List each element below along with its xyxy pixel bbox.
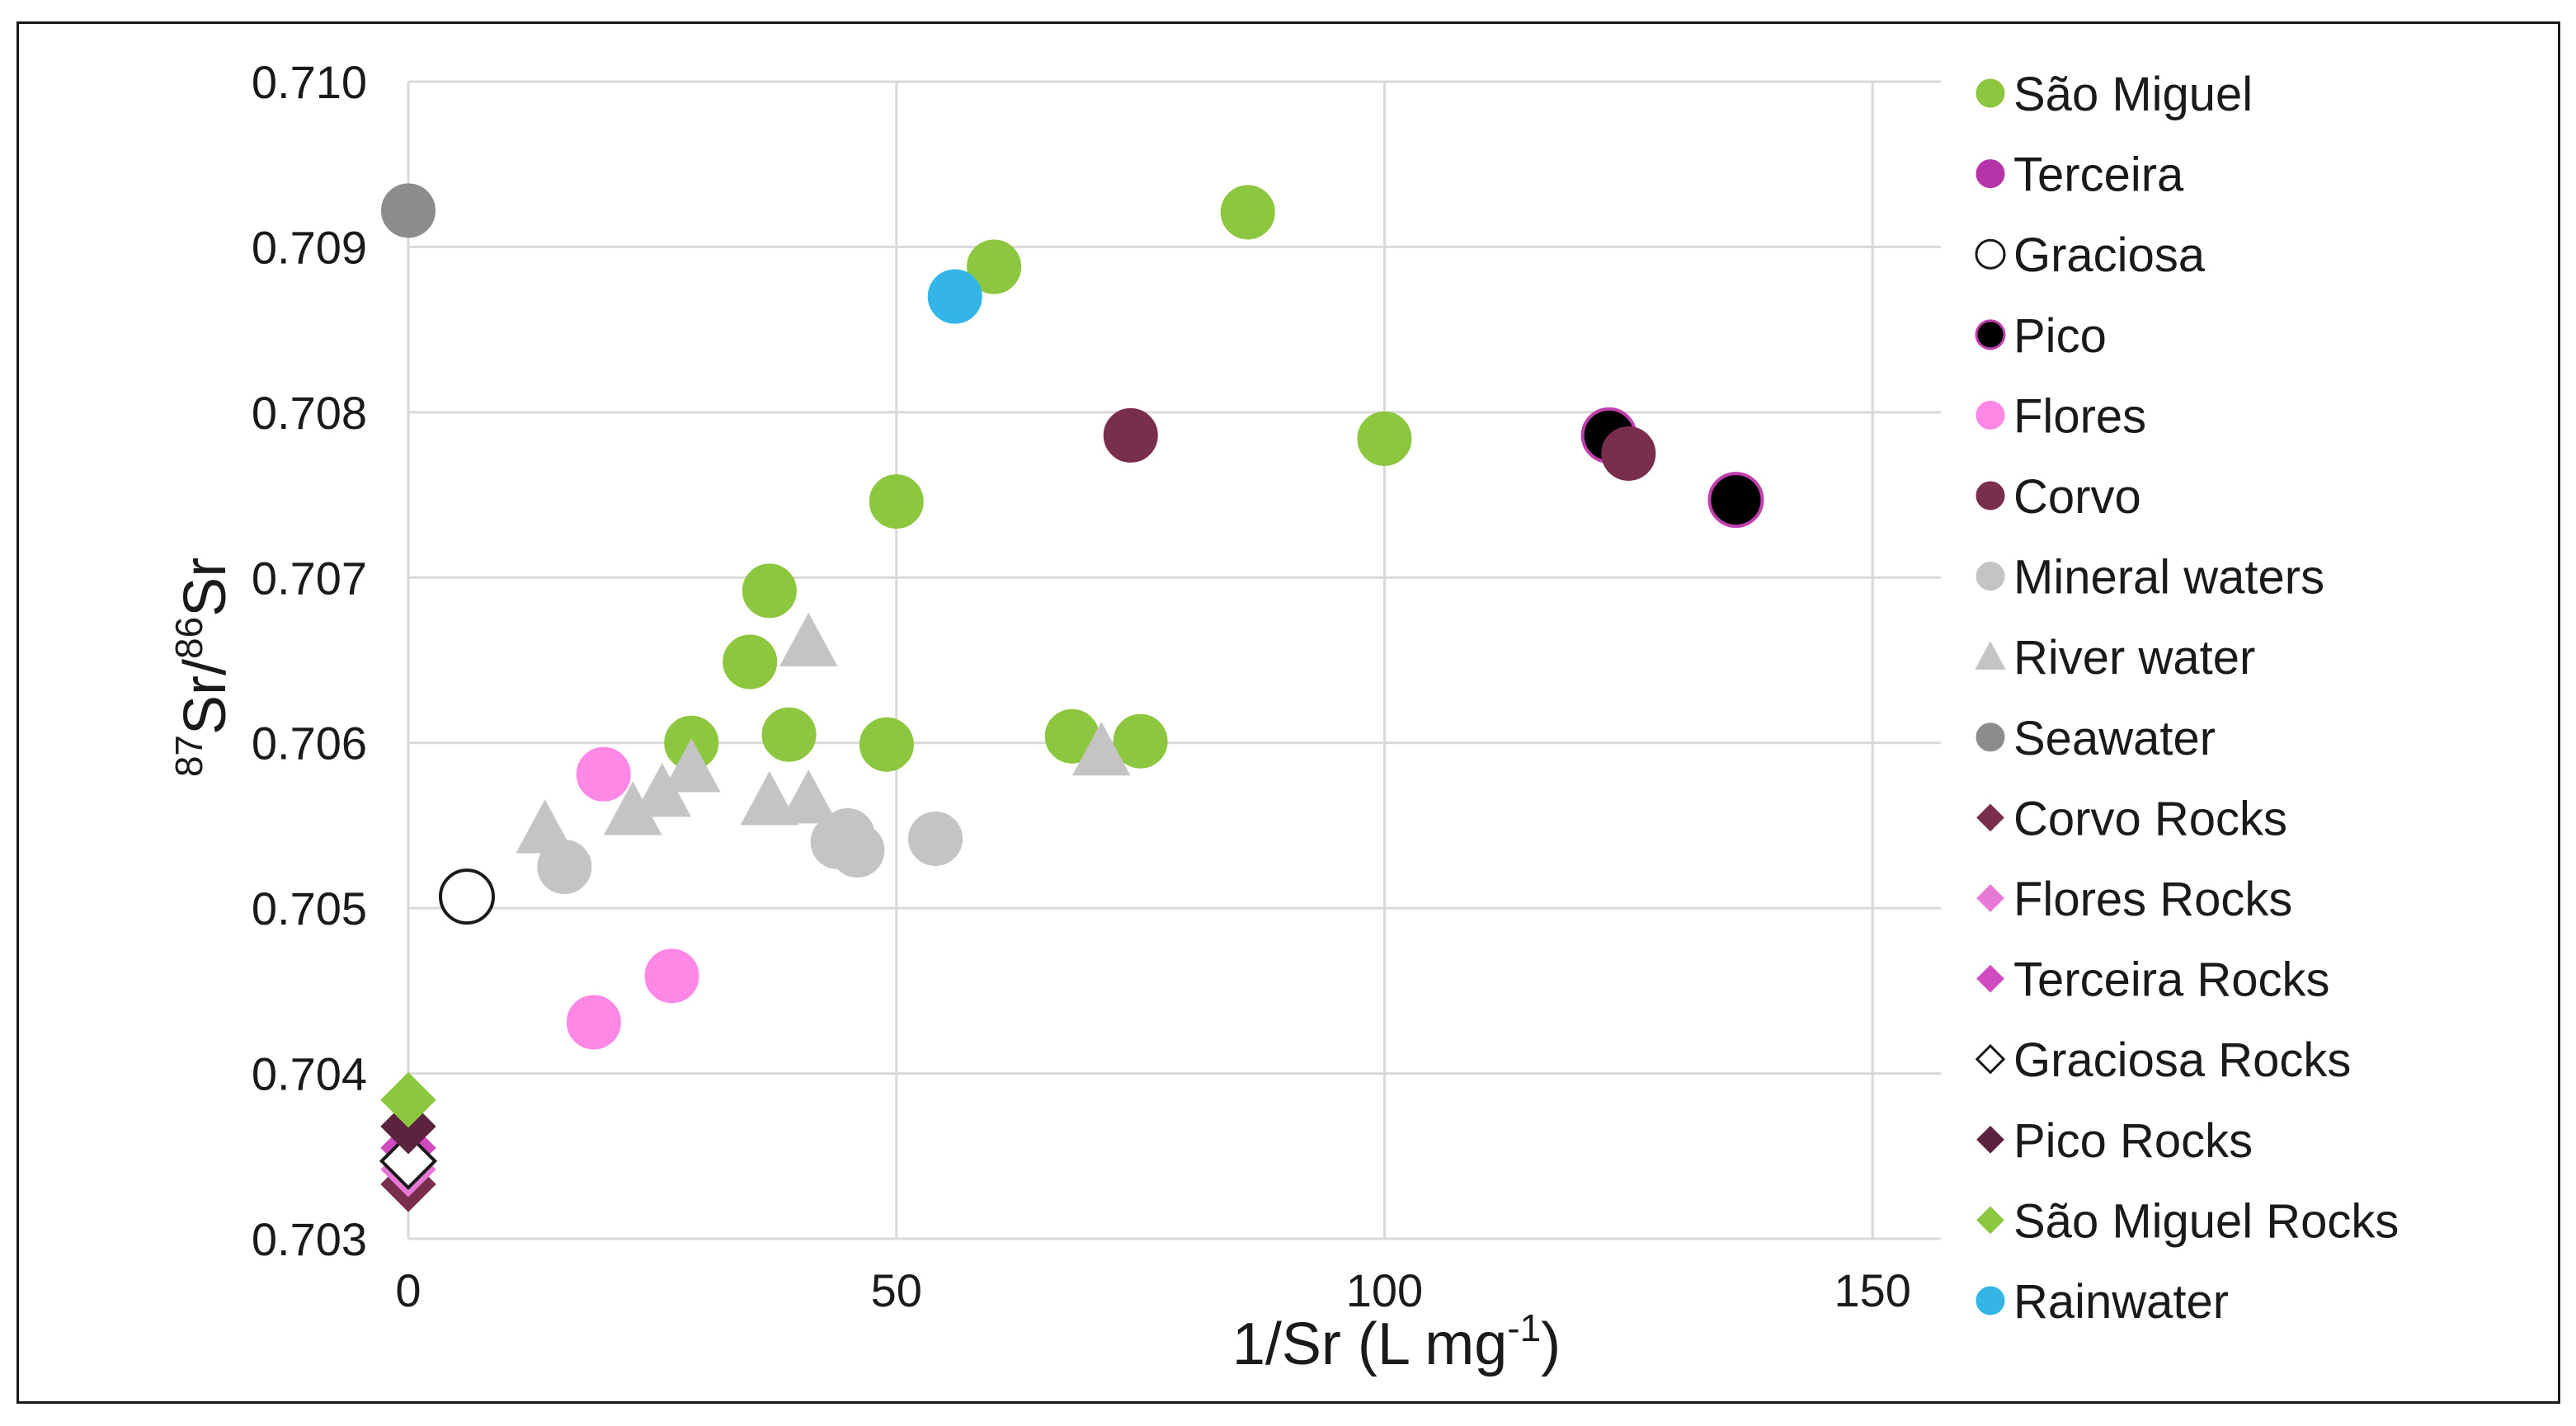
legend-item-graciosa: Graciosa (1975, 228, 2206, 282)
graciosa-rocks-point (379, 1132, 438, 1190)
legend-label: Graciosa Rocks (2013, 1033, 2351, 1087)
river-water-point (662, 738, 721, 793)
river-water-point (516, 799, 574, 854)
legend-item-river-water: River water (1975, 631, 2255, 685)
y-tick-label: 0.706 (252, 718, 367, 769)
gridlines (407, 80, 1941, 1240)
sao-miguel-point (967, 239, 1022, 294)
flores-point (576, 746, 631, 802)
legend-marker-terceira-rocks (1976, 964, 2004, 993)
legend-marker-graciosa (1975, 238, 2006, 270)
legend-label: Flores Rocks (2013, 873, 2292, 926)
legend: São Miguel Terceira Graciosa Pico Flores Corv… (1975, 68, 2399, 1329)
x-axis-ticks: 0 50 100 150 (395, 1264, 1910, 1316)
pico-point (1707, 472, 1764, 529)
sao-miguel-point (723, 634, 778, 689)
scatter-chart: 0.703 0.704 0.705 0.706 0.707 0.708 0.709 0.710… (167, 56, 2399, 1377)
seawater-point (381, 183, 436, 238)
y-tick-label: 0.707 (252, 552, 367, 604)
y-tick-label: 0.709 (252, 221, 367, 273)
chart-frame: 0.703 0.704 0.705 0.706 0.707 0.708 0.709 0.710… (16, 21, 2560, 1404)
corvo-point (1103, 407, 1158, 463)
legend-marker-flores-rocks (1976, 884, 2004, 912)
legend-item-terceira-rocks: Terceira Rocks (1976, 953, 2330, 1007)
legend-label: Pico (2013, 309, 2107, 363)
legend-label: Terceira Rocks (2013, 953, 2330, 1007)
legend-label: Rainwater (2013, 1275, 2229, 1329)
sao-miguel-point (1357, 411, 1412, 466)
river-water-point (740, 771, 799, 826)
legend-marker-river-water (1975, 641, 2006, 670)
legend-marker-corvo (1976, 481, 2005, 511)
river-water-point (779, 769, 838, 824)
legend-item-corvo-rocks: Corvo Rocks (1976, 792, 2287, 845)
legend-item-corvo: Corvo (1976, 470, 2141, 524)
legend-item-pico-rocks: Pico Rocks (1976, 1114, 2253, 1168)
river-water-point (1071, 722, 1131, 776)
x-tick-label: 50 (871, 1264, 922, 1316)
x-tick-label: 100 (1346, 1264, 1423, 1316)
graciosa-point (439, 868, 496, 925)
y-axis-title: 87Sr/86Sr (167, 558, 238, 777)
sao-miguel-rocks-point (380, 1071, 436, 1128)
legend-item-pico: Pico (1975, 309, 2107, 363)
legend-marker-graciosa-rocks (1975, 1043, 2006, 1075)
sao-miguel-point (1220, 185, 1275, 240)
legend-label: Flores (2013, 389, 2146, 443)
legend-marker-pico (1975, 319, 2006, 351)
y-axis-ticks: 0.703 0.704 0.705 0.706 0.707 0.708 0.709 0.710 (252, 56, 367, 1265)
legend-item-mineral-waters: Mineral waters (1976, 551, 2324, 605)
legend-label: Corvo Rocks (2013, 792, 2287, 845)
legend-item-seawater: Seawater (1976, 712, 2216, 765)
rainwater-point (927, 269, 982, 324)
flores-point (644, 948, 699, 1004)
legend-marker-mineral-waters (1976, 562, 2005, 591)
legend-label: São Miguel Rocks (2013, 1194, 2399, 1248)
river-water-point (779, 612, 838, 667)
legend-item-sao-miguel-rocks: São Miguel Rocks (1976, 1194, 2399, 1248)
mineral-waters-point (908, 811, 963, 866)
legend-item-rainwater: Rainwater (1976, 1275, 2229, 1329)
legend-item-terceira: Terceira (1976, 148, 2184, 202)
legend-item-flores-rocks: Flores Rocks (1976, 873, 2292, 926)
legend-label: Corvo (2013, 470, 2141, 524)
legend-marker-corvo-rocks (1976, 803, 2004, 832)
y-tick-label: 0.705 (252, 882, 367, 934)
legend-marker-sao-miguel (1976, 78, 2005, 108)
y-tick-label: 0.704 (252, 1048, 367, 1100)
legend-marker-terceira (1976, 159, 2005, 189)
legend-marker-pico-rocks (1976, 1125, 2004, 1154)
legend-label: Mineral waters (2013, 551, 2324, 605)
y-tick-label: 0.703 (252, 1213, 367, 1265)
sao-miguel-point (859, 717, 914, 772)
legend-label: São Miguel (2013, 68, 2253, 121)
legend-label: Pico Rocks (2013, 1114, 2253, 1168)
legend-marker-sao-miguel-rocks (1976, 1206, 2004, 1235)
y-tick-label: 0.710 (252, 56, 367, 108)
sao-miguel-point (869, 474, 924, 529)
legend-item-flores: Flores (1976, 389, 2146, 443)
legend-label: Seawater (2013, 712, 2216, 765)
flores-point (566, 995, 621, 1050)
legend-marker-seawater (1976, 722, 2005, 752)
x-axis-title: 1/Sr (L mg-1) (1232, 1306, 1561, 1377)
data-points (379, 183, 1764, 1212)
sao-miguel-point (1113, 713, 1168, 769)
sao-miguel-point (761, 707, 817, 762)
legend-item-sao-miguel: São Miguel (1976, 68, 2253, 121)
legend-label: River water (2013, 631, 2255, 685)
mineral-waters-point (830, 822, 885, 878)
legend-label: Terceira (2013, 148, 2184, 202)
legend-marker-rainwater (1976, 1286, 2005, 1315)
y-tick-label: 0.708 (252, 387, 367, 439)
sao-miguel-point (742, 563, 797, 619)
corvo-point (1601, 426, 1656, 481)
x-tick-label: 150 (1834, 1264, 1910, 1316)
legend-label: Graciosa (2013, 228, 2206, 282)
legend-marker-flores (1976, 400, 2005, 430)
x-tick-label: 0 (395, 1264, 421, 1316)
legend-item-graciosa-rocks: Graciosa Rocks (1975, 1033, 2351, 1087)
